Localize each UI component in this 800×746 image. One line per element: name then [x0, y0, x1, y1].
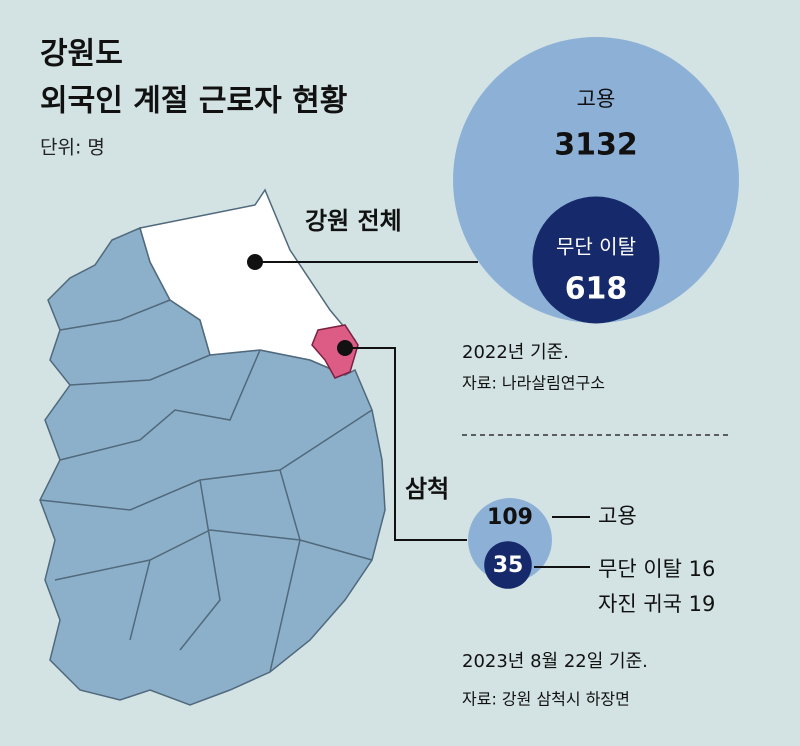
breakdown: 무단 이탈 16	[598, 557, 715, 581]
note: 2023년 8월 22일 기준.	[462, 651, 648, 672]
map	[39, 188, 386, 706]
dot	[337, 340, 353, 356]
region-label: 삼척	[405, 475, 449, 503]
region-label: 강원 전체	[305, 207, 402, 235]
gangwon	[139, 188, 356, 377]
bubble-absconded	[532, 196, 660, 324]
title-line: 강원도	[40, 37, 123, 72]
breakdown: 자진 귀국 19	[598, 592, 715, 616]
title-line: 외국인 계절 근로자 현황	[40, 84, 347, 119]
note: 2022년 기준.	[462, 342, 569, 363]
samcheok	[311, 324, 359, 379]
dot	[247, 254, 263, 270]
unit: 단위: 명	[40, 137, 105, 159]
label: 무단 이탈	[556, 235, 636, 259]
bubble-employed	[453, 37, 739, 323]
source: 자료: 나라살림연구소	[462, 374, 605, 393]
value: 19	[689, 592, 716, 616]
label: 고용	[598, 504, 637, 528]
bubble-absconded	[484, 541, 532, 589]
leader-line	[345, 347, 467, 541]
province-borders	[39, 299, 373, 673]
label: 무단 이탈	[598, 557, 682, 581]
label: 자진 귀국	[598, 592, 682, 616]
source: 자료: 강원 삼척시 하장면	[462, 690, 630, 709]
value: 16	[689, 557, 716, 581]
value: 109	[487, 505, 533, 530]
value: 618	[565, 272, 628, 307]
value: 35	[493, 553, 524, 578]
label: 고용	[577, 87, 616, 111]
value: 3132	[554, 128, 638, 163]
